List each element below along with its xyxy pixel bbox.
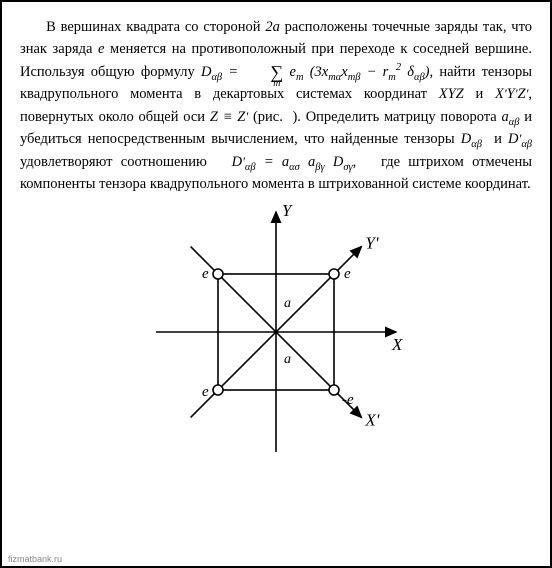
svg-text:X': X' [364,410,379,429]
svg-text:Y: Y [282,202,293,220]
svg-text:-e: -e [342,392,354,408]
svg-text:e: e [344,266,351,282]
svg-text:e: e [202,266,209,282]
watermark: fizmatbank.ru [8,554,62,564]
figure-container: e e e -e Y X Y' X' a a [2,202,550,462]
svg-text:e: e [202,384,209,400]
formula-main: Dαβ = ∑m em (3xmαxmβ − rm2 δαβ) [201,64,430,80]
problem-text: В вершинах квадрата со стороной 2a распо… [2,2,550,200]
formula-relation: D'αβ = aασ aβγ Dσγ [232,154,353,170]
paragraph: В вершинах квадрата со стороной 2a распо… [20,16,532,196]
quadrupole-diagram: e e e -e Y X Y' X' a a [136,202,416,462]
svg-text:a: a [284,352,291,367]
page: В вершинах квадрата со стороной 2a распо… [2,2,550,566]
svg-text:a: a [284,296,291,311]
svg-text:X: X [391,335,403,354]
svg-text:Y': Y' [365,233,378,252]
